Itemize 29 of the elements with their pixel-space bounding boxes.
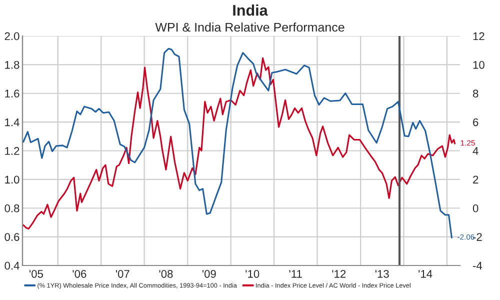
y2-tick-label: 12 [473,32,484,40]
y-tick-label: 1.0 [5,176,20,184]
y2-tick-label: 10 [473,60,484,69]
y-tick-label: 1.8 [5,60,20,69]
x-tick-label: '13 [375,270,389,278]
y-tick-label: 2.0 [4,32,20,40]
y2-tick-label: 6 [473,118,478,126]
y2-tick-label: 0 [472,204,478,212]
y2-tick-label: 8 [472,90,478,98]
y-tick-label: 0.8 [4,204,20,212]
x-tick-label: '06 [72,270,86,278]
y-tick-label: 1.6 [5,90,20,98]
x-tick-label: '11 [289,270,302,278]
y-tick-label: 1.4 [5,118,20,126]
x-tick-label: '14 [418,270,432,278]
y-tick-label: 1.2 [5,147,20,155]
y-tick-label: 0.6 [4,233,20,241]
y2-tick-label: 4 [472,147,478,155]
x-tick-label: '05 [30,270,44,278]
x-tick-label: '10 [246,270,260,278]
chart-title: India [233,4,268,16]
x-tick-label: '07 [116,270,130,278]
x-tick-label: '09 [202,270,216,278]
y2-tick-label: -4 [472,262,482,270]
x-tick-label: '08 [159,270,173,278]
x-tick-label: '12 [332,270,346,278]
y-tick-label: 0.4 [4,262,20,270]
y2-tick-label: 2 [473,176,478,184]
chart-subtitle: WPI & India Relative Performance [155,22,344,32]
